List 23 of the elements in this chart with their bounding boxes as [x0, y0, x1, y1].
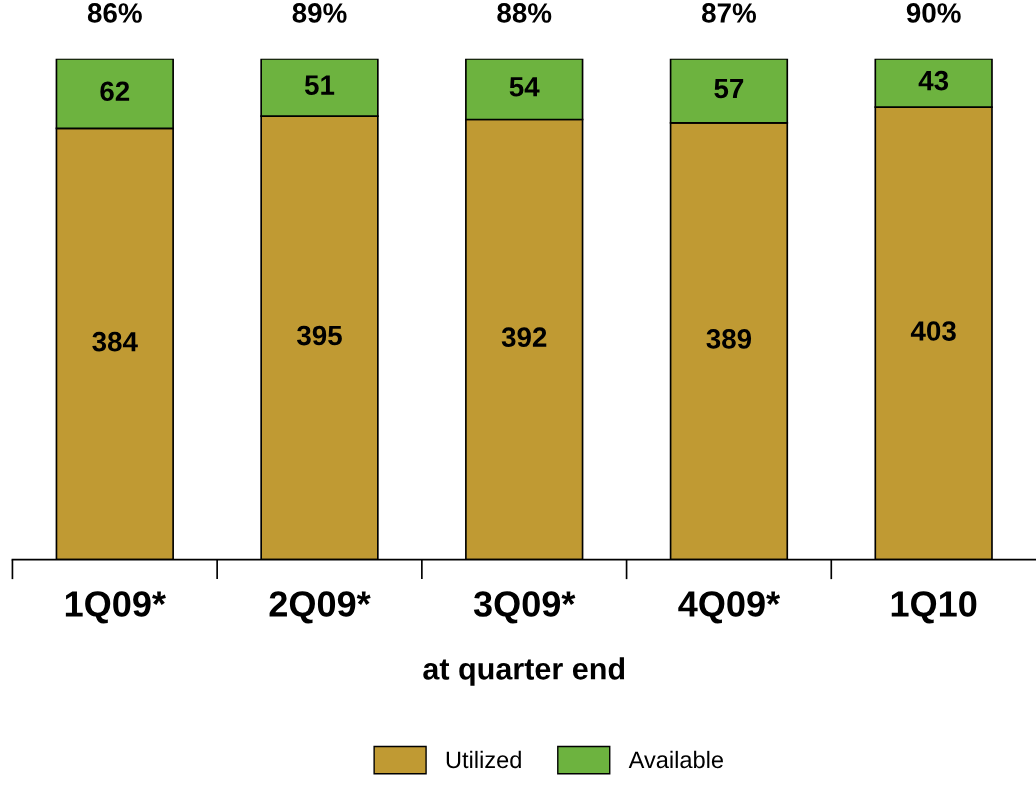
legend-label: Utilized	[446, 750, 521, 769]
text: 86%	[87, 3, 142, 23]
data-label: 395	[296, 325, 342, 346]
data-label: 389	[706, 329, 752, 349]
data-label: 51	[304, 75, 335, 95]
text: 90%	[906, 3, 961, 23]
x-tick-label: 3Q09*	[473, 591, 576, 624]
x-tick-label: 1Q09*	[65, 591, 166, 624]
data-label: 403	[910, 321, 956, 341]
legend-label: Available	[628, 750, 723, 769]
x-tick-label: 4Q09*	[678, 591, 781, 624]
text: 89%	[292, 3, 347, 23]
x-tick-label: 1Q10	[891, 591, 977, 624]
text: 87%	[702, 3, 756, 23]
x-tick-label: 2Q09*	[269, 591, 371, 624]
x-axis-title: at quarter end	[423, 657, 625, 686]
data-label: 392	[501, 327, 547, 348]
data-label: 43	[918, 70, 949, 91]
text: 88%	[497, 3, 552, 23]
data-label: 57	[714, 78, 744, 99]
data-label: 62	[100, 81, 130, 102]
data-label: 384	[92, 331, 138, 352]
data-label: 54	[509, 77, 540, 97]
